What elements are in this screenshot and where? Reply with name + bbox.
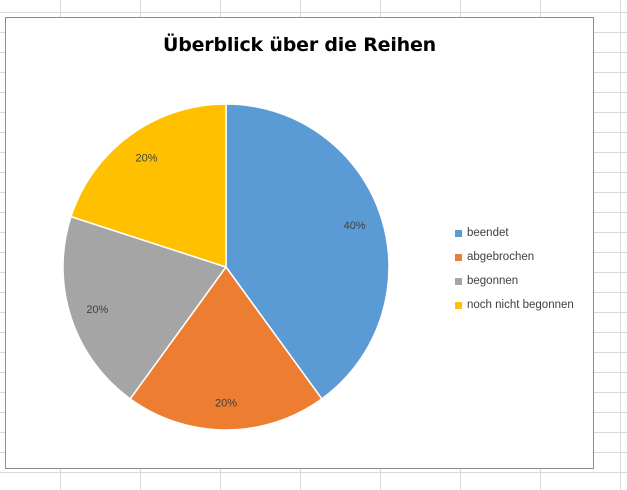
legend-item-noch-nicht-begonnen[interactable]: noch nicht begonnen (455, 293, 590, 317)
legend-label: noch nicht begonnen (467, 299, 574, 311)
pie-slice-begonnen[interactable] (62, 215, 228, 400)
pie-plot: 40% 20% 20% 20% (62, 103, 390, 431)
data-label-noch-nicht-begonnen: 20% (135, 153, 157, 165)
legend-label: begonnen (467, 275, 519, 287)
chart-legend[interactable]: beendet abgebrochen begonnen noch nicht beg… (455, 221, 590, 317)
legend-swatch (455, 253, 462, 261)
legend-item-beendet[interactable]: beendet (455, 221, 590, 245)
legend-label: abgebrochen (467, 251, 535, 263)
legend-item-begonnen[interactable]: begonnen (455, 269, 590, 293)
chart-title: Überblick über die Reihen (162, 34, 436, 56)
legend-swatch (455, 277, 462, 285)
data-label-abgebrochen: 20% (215, 397, 237, 409)
legend-label: beendet (467, 227, 509, 239)
pie-slice-beendet[interactable] (225, 103, 390, 400)
data-label-beendet: 40% (344, 220, 366, 232)
legend-swatch (455, 301, 462, 309)
data-label-begonnen: 20% (86, 304, 108, 316)
legend-swatch (455, 229, 462, 237)
pie-slice-abgebrochen[interactable] (129, 265, 323, 431)
legend-item-abgebrochen[interactable]: abgebrochen (455, 245, 590, 269)
pie-slice-noch-nicht-begonnen[interactable] (70, 103, 227, 269)
chart-area[interactable]: Überblick über die Reihen 40% 20% 20% 20% b… (5, 17, 594, 469)
